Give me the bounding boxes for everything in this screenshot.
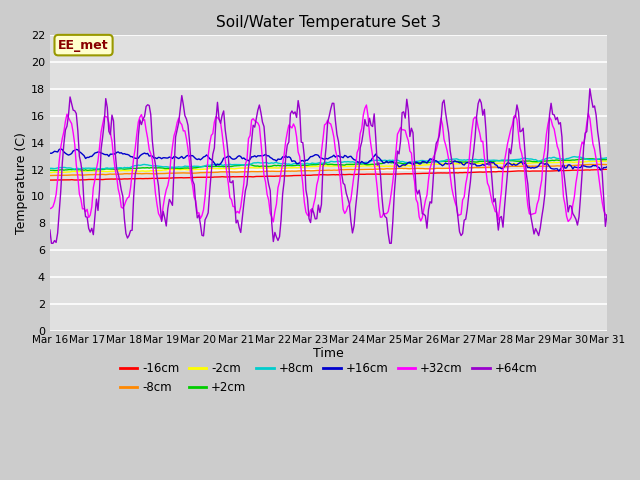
Text: EE_met: EE_met [58, 38, 109, 52]
Title: Soil/Water Temperature Set 3: Soil/Water Temperature Set 3 [216, 15, 441, 30]
Legend: -16cm, -8cm, -2cm, +2cm, +8cm, +16cm, +32cm, +64cm: -16cm, -8cm, -2cm, +2cm, +8cm, +16cm, +3… [115, 357, 542, 398]
Y-axis label: Temperature (C): Temperature (C) [15, 132, 28, 234]
X-axis label: Time: Time [313, 347, 344, 360]
